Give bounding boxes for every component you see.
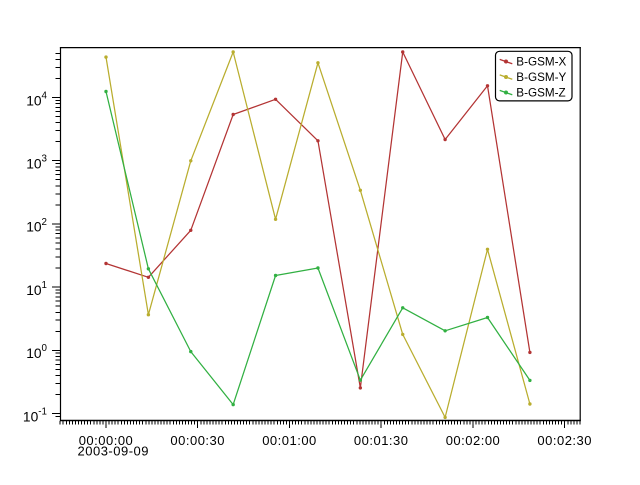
- svg-text:00:00:00: 00:00:00: [79, 433, 134, 448]
- svg-text:B-GSM-Y: B-GSM-Y: [516, 71, 566, 84]
- svg-text:00:02:00: 00:02:00: [446, 433, 501, 448]
- svg-text:B-GSM-Z: B-GSM-Z: [516, 87, 565, 100]
- svg-text:00:02:30: 00:02:30: [537, 433, 592, 448]
- svg-text:B-GSM-X: B-GSM-X: [516, 56, 566, 69]
- svg-text:10-1: 10-1: [23, 406, 47, 424]
- svg-text:00:01:30: 00:01:30: [354, 433, 409, 448]
- svg-text:103: 103: [26, 154, 47, 172]
- svg-text:100: 100: [26, 343, 47, 361]
- svg-text:2003-09-09: 2003-09-09: [78, 444, 150, 459]
- svg-text:104: 104: [26, 90, 47, 108]
- svg-text:00:00:30: 00:00:30: [170, 433, 225, 448]
- svg-text:101: 101: [26, 280, 47, 298]
- svg-text:102: 102: [26, 217, 47, 235]
- svg-text:00:01:00: 00:01:00: [262, 433, 317, 448]
